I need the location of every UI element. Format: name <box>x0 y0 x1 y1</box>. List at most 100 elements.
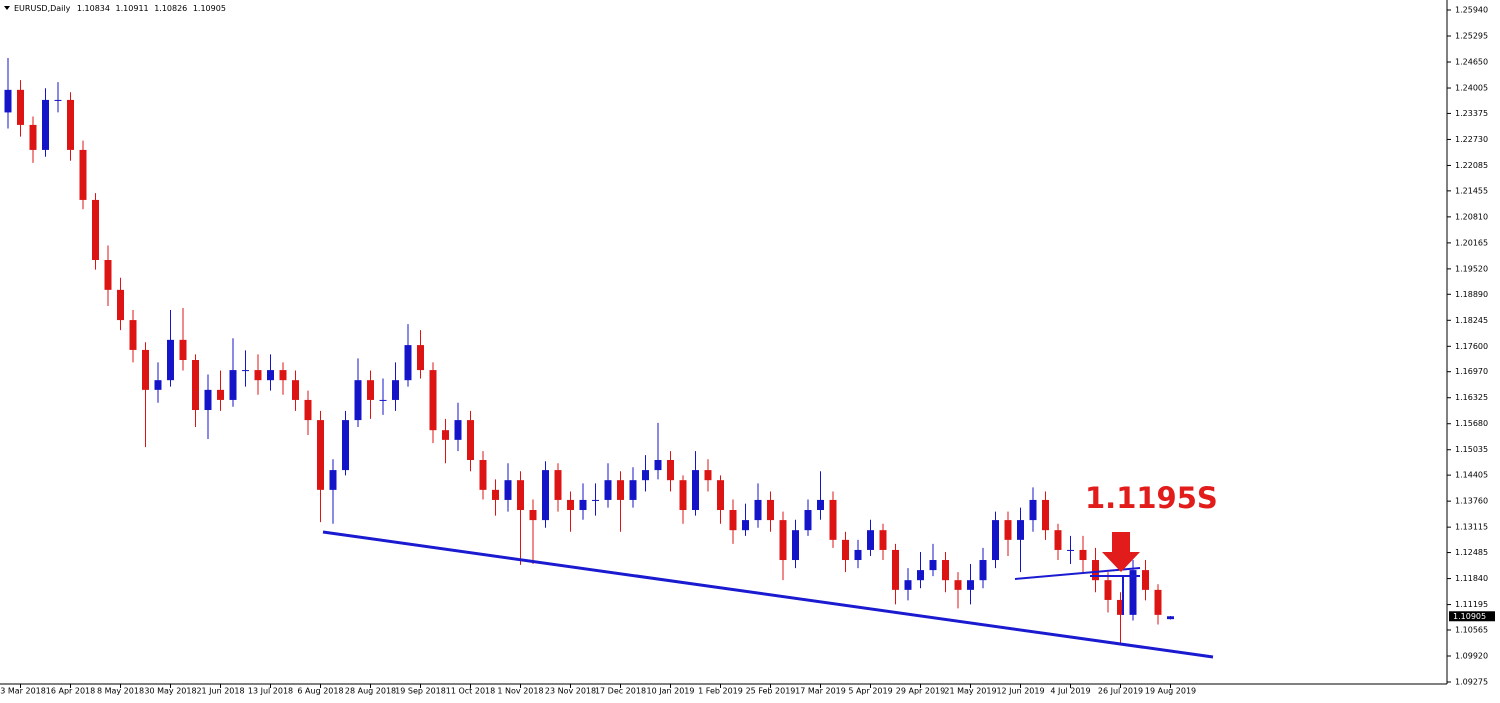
candle-body <box>679 480 687 511</box>
candle-body <box>317 420 324 490</box>
candle-body <box>892 549 899 590</box>
y-tick-label: 1.17600 <box>1455 342 1488 351</box>
candle-body <box>592 499 599 501</box>
candle-body <box>692 470 699 511</box>
candle-body <box>829 499 837 540</box>
y-tick-label: 1.22085 <box>1455 161 1488 170</box>
y-tick-label: 1.13760 <box>1455 497 1488 506</box>
candle-body <box>392 380 399 400</box>
candle-body <box>542 470 549 521</box>
candle-body <box>867 530 874 550</box>
x-tick-label: 26 Jul 2019 <box>1098 687 1143 696</box>
current-price-box <box>1449 611 1495 622</box>
x-tick-label: 5 Apr 2019 <box>848 687 892 696</box>
y-tick-label: 1.16970 <box>1455 367 1488 376</box>
candle-body <box>254 370 262 381</box>
candle-body <box>629 480 637 500</box>
chart-header: EURUSD,Daily 1.10834 1.10911 1.10826 1.1… <box>14 4 226 13</box>
candle-body <box>554 470 562 500</box>
candle-body <box>917 570 924 581</box>
trend-line <box>322 530 1214 659</box>
y-tick-label: 1.24650 <box>1455 58 1488 67</box>
x-tick-label: 23 Mar 2018 <box>0 687 46 696</box>
header-icon <box>4 6 10 10</box>
x-tick-label: 30 May 2018 <box>144 687 196 696</box>
x-tick-label: 16 Apr 2018 <box>46 687 95 696</box>
candle-body <box>504 480 512 500</box>
candle-body <box>1029 499 1037 521</box>
y-tick-label: 1.25295 <box>1455 32 1488 41</box>
y-tick-label: 1.18890 <box>1455 290 1488 299</box>
candle-body <box>1079 549 1087 561</box>
candle-body <box>792 530 799 561</box>
candle-body <box>979 560 987 581</box>
candle-body <box>192 360 199 411</box>
y-tick-label: 1.25940 <box>1455 6 1488 15</box>
candle-body <box>117 289 124 321</box>
y-tick-label: 1.11840 <box>1455 574 1488 583</box>
candle-body <box>1104 580 1112 600</box>
x-tick-label: 28 Aug 2018 <box>345 687 396 696</box>
candle-body <box>1117 599 1124 615</box>
candle-body <box>479 460 487 490</box>
candle-body <box>992 520 999 561</box>
candle-body <box>817 499 824 511</box>
candle-body <box>67 99 74 150</box>
candle-body <box>429 370 437 431</box>
y-tick-label: 1.23375 <box>1455 109 1488 118</box>
candle-body <box>129 320 137 350</box>
candle-body <box>154 380 162 390</box>
candle-body <box>217 389 224 400</box>
y-tick-label: 1.24005 <box>1455 84 1488 93</box>
candles <box>4 57 1174 646</box>
candle-body <box>754 499 762 521</box>
candle-body <box>329 470 337 490</box>
candle-body <box>842 539 849 561</box>
x-tick-label: 12 Jun 2019 <box>996 687 1044 696</box>
y-tick-label: 1.09920 <box>1455 651 1488 660</box>
candle-body <box>779 520 787 561</box>
candle-body <box>92 199 99 261</box>
candle-body <box>42 99 49 150</box>
y-tick-label: 1.21455 <box>1455 186 1488 195</box>
symbol: EURUSD,Daily <box>14 4 71 13</box>
candle-body <box>1004 520 1012 540</box>
candle-body <box>204 389 212 411</box>
candle-body <box>1154 589 1162 615</box>
candle-body <box>4 89 12 113</box>
y-tick-label: 1.11195 <box>1455 600 1488 609</box>
x-tick-label: 10 Jan 2019 <box>647 687 695 696</box>
x-tick-label: 23 Nov 2018 <box>545 687 596 696</box>
candle-body <box>229 370 237 400</box>
x-tick-label: 4 Jul 2019 <box>1050 687 1090 696</box>
y-tick-label: 1.12485 <box>1455 548 1488 557</box>
candle-body <box>54 99 62 101</box>
candle-body <box>242 370 249 372</box>
candle-body <box>417 345 424 371</box>
candle-body <box>642 470 649 481</box>
candle-body <box>1017 520 1024 540</box>
y-tick-label: 1.10565 <box>1455 625 1488 634</box>
x-tick-label: 1 Feb 2019 <box>698 687 743 696</box>
x-tick-label: 1 Nov 2018 <box>497 687 543 696</box>
y-tick-label: 1.14405 <box>1455 471 1488 480</box>
candle-body <box>142 349 149 390</box>
candle-body <box>667 460 674 481</box>
candle-body <box>342 420 349 471</box>
candle-body <box>442 430 449 440</box>
y-tick-label: 1.20810 <box>1455 212 1488 221</box>
candle-body <box>742 520 749 531</box>
candle-body <box>279 370 287 381</box>
x-tick-label: 17 Mar 2019 <box>795 687 846 696</box>
candle-body <box>967 580 974 590</box>
candle-body <box>404 345 412 381</box>
header-high: 1.10911 <box>116 4 149 13</box>
candle-body <box>492 489 499 500</box>
y-tick-label: 1.13115 <box>1455 523 1488 532</box>
candle-body <box>904 580 912 590</box>
x-tick-label: 19 Aug 2019 <box>1145 687 1196 696</box>
candle-body <box>954 580 962 590</box>
x-tick-label: 19 Sep 2018 <box>395 687 446 696</box>
candle-body <box>367 380 374 400</box>
candle-body <box>567 499 574 511</box>
